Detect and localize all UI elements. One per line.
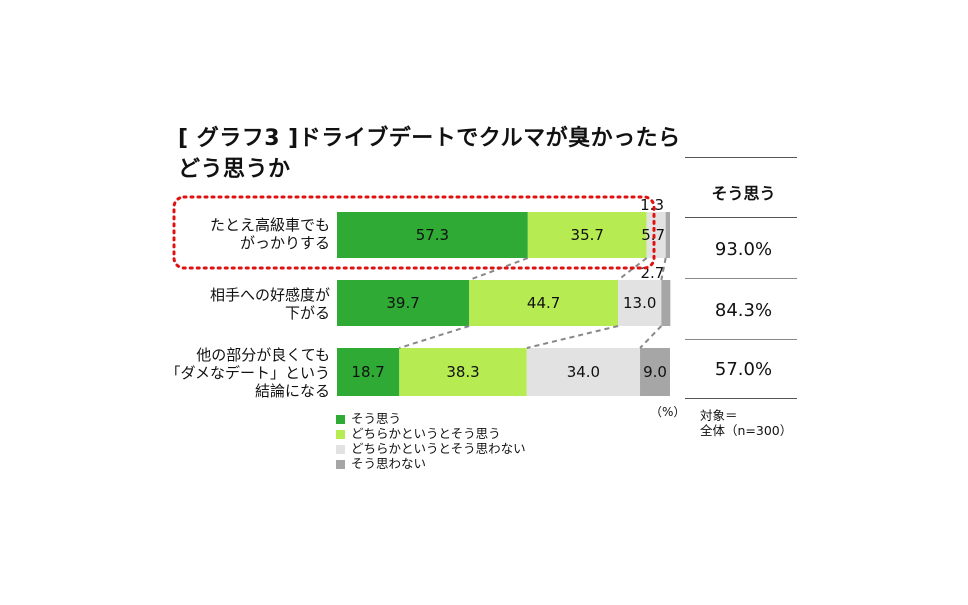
connector-r2-b1 [398, 325, 470, 349]
value-label-r3-s2: 38.3 [446, 363, 479, 381]
category-label-3-line1: 他の部分が良くても [196, 346, 330, 364]
chart-title-line2: どう思うか [178, 157, 291, 182]
highlight-box [172, 195, 656, 270]
value-label-r2-s3: 13.0 [623, 294, 656, 312]
summary-rule-3 [685, 339, 797, 340]
value-label-r3-s4: 9.0 [643, 363, 667, 381]
category-label-1-line2: がっかりする [239, 234, 330, 252]
bar-r2-s4 [661, 280, 671, 326]
target-note-line2: 全体（n=300） [700, 423, 793, 438]
summary-rule-2 [685, 278, 797, 279]
legend-item-3: どちらかというとそう思わない [336, 442, 526, 456]
category-label-1: たとえ高級車でも がっかりする [130, 216, 330, 252]
legend-label-3: どちらかというとそう思わない [351, 441, 526, 456]
bar-r1-s4 [665, 212, 670, 258]
legend-label-4: そう思わない [351, 456, 427, 471]
chart-title-line1: [ グラフ3 ]ドライブデートでクルマが臭かったら [178, 126, 681, 151]
connector-r2-b2 [526, 325, 619, 349]
summary-value-1: 93.0% [714, 239, 773, 260]
bar-r1-s2 [527, 212, 647, 258]
bar-r3-s1 [337, 348, 400, 396]
category-label-2-line1: 相手への好感度が [209, 286, 330, 304]
value-label-r3-s1: 18.7 [351, 363, 384, 381]
bar-r3-s2 [399, 348, 527, 396]
category-label-2: 相手への好感度が 下がる [130, 286, 330, 322]
value-label-r2-s1: 39.7 [386, 294, 419, 312]
summary-rule-top [685, 157, 797, 158]
target-note: 対象＝ 全体（n=300） [700, 408, 792, 438]
connector-r1-b3 [660, 257, 667, 281]
category-label-2-line2: 下がる [284, 304, 330, 322]
summary-rule-bottom [685, 398, 797, 399]
value-label-r1-s2: 35.7 [571, 226, 604, 244]
category-label-3: 他の部分が良くても 「ダメなデート」という 結論になる [130, 346, 330, 400]
summary-value-3: 57.0% [714, 359, 773, 380]
bar-r3-s3 [526, 348, 641, 396]
target-note-line1: 対象＝ [700, 408, 738, 423]
connector-r2-b3 [639, 325, 663, 349]
value-label-r3-s3: 34.0 [567, 363, 600, 381]
legend-item-1: そう思う [336, 412, 526, 426]
unit-label: （%） [650, 405, 686, 419]
value-label-r2-s2: 44.7 [527, 294, 560, 312]
bar-r2-s1 [337, 280, 470, 326]
legend: そう思う どちらかというとそう思う どちらかというとそう思わない そう思わない [336, 412, 526, 472]
legend-item-4: そう思わない [336, 457, 526, 471]
legend-swatch-3 [336, 444, 345, 454]
value-label-r1-s4: 1.3 [640, 196, 664, 214]
legend-swatch-2 [336, 429, 345, 439]
category-label-3-line3: 結論になる [254, 382, 330, 400]
legend-swatch-1 [336, 414, 345, 424]
summary-header: そう思う [711, 184, 776, 203]
summary-value-2: 84.3% [714, 300, 773, 321]
legend-item-2: どちらかというとそう思う [336, 427, 526, 441]
bar-r2-s2 [469, 280, 619, 326]
summary-rule-1 [685, 217, 797, 218]
legend-label-2: どちらかというとそう思う [351, 426, 501, 441]
chart-title: [ グラフ3 ]ドライブデートでクルマが臭かったら どう思うか [178, 123, 681, 185]
bar-r2-s3 [618, 280, 662, 326]
value-label-r1-s1: 57.3 [416, 226, 449, 244]
bar-r3-s4 [640, 348, 670, 396]
legend-swatch-4 [336, 459, 345, 469]
bar-r1-s1 [337, 212, 528, 258]
category-label-1-line1: たとえ高級車でも [209, 216, 330, 234]
bar-r1-s3 [646, 212, 666, 258]
category-label-3-line2: 「ダメなデート」という [165, 364, 330, 382]
legend-label-1: そう思う [351, 411, 402, 426]
